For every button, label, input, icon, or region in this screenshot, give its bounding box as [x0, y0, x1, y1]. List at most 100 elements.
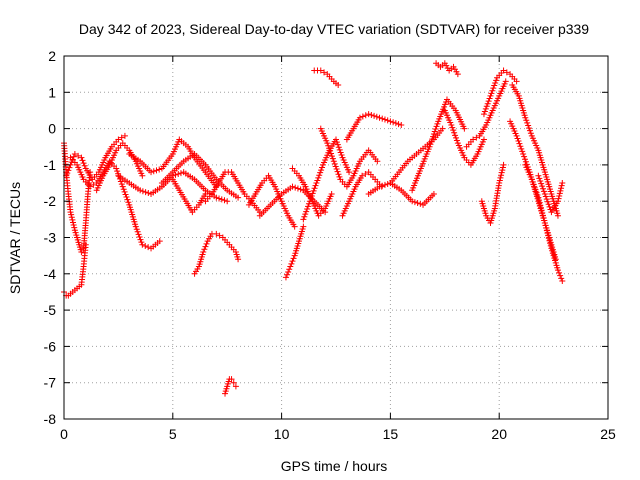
data-point-interp — [305, 200, 312, 207]
data-point-interp — [328, 150, 335, 157]
data-point — [235, 256, 242, 263]
data-point-interp — [80, 160, 87, 167]
data-point-interp — [142, 242, 149, 249]
data-point-interp — [555, 195, 562, 202]
data-point — [121, 132, 128, 139]
data-point-interp — [70, 222, 77, 229]
y-tick-label: -2 — [44, 193, 57, 209]
data-point-interp — [485, 98, 492, 105]
data-point-interp — [514, 135, 521, 142]
data-point-interp — [538, 207, 545, 214]
data-point-interp — [515, 138, 522, 145]
data-point-interp — [530, 181, 537, 188]
y-tick-label: -3 — [44, 230, 57, 246]
data-point-interp — [390, 119, 397, 126]
data-point-interp — [556, 269, 563, 276]
data-point-interp — [536, 197, 543, 204]
data-point-interp — [381, 116, 388, 123]
data-point-interp — [392, 120, 399, 127]
x-tick-label: 15 — [383, 426, 399, 442]
data-point — [78, 154, 85, 161]
data-point-interp — [526, 125, 533, 132]
data-point — [356, 114, 363, 121]
data-point-interp — [362, 170, 369, 177]
data-point-interp — [69, 216, 76, 223]
y-tick-label: 1 — [48, 84, 56, 100]
data-point-interp — [125, 199, 132, 206]
data-point — [535, 194, 542, 201]
data-point — [291, 223, 298, 230]
data-point-interp — [124, 196, 131, 203]
data-point-interp — [411, 199, 418, 206]
data-point-interp — [432, 125, 439, 132]
x-tick-label: 20 — [491, 426, 507, 442]
data-point-interp — [321, 69, 328, 76]
data-point-interp — [335, 144, 342, 151]
data-point — [148, 169, 155, 176]
data-point-interp — [537, 202, 544, 209]
y-tick-label: -4 — [44, 266, 57, 282]
data-point-interp — [177, 170, 184, 177]
data-point — [535, 172, 542, 179]
data-point-interp — [118, 181, 125, 188]
data-point-interp — [314, 177, 321, 184]
data-point-interp — [414, 200, 421, 207]
data-point-interp — [503, 69, 510, 76]
data-point-interp — [543, 196, 550, 203]
data-point-interp — [451, 129, 458, 136]
data-point — [387, 118, 394, 125]
data-point-interp — [319, 164, 326, 171]
data-point-interp — [481, 108, 488, 115]
y-tick-label: -5 — [44, 302, 57, 318]
data-point-interp — [292, 184, 299, 191]
data-point — [398, 121, 405, 128]
data-point — [213, 230, 220, 237]
data-point-interp — [302, 211, 309, 218]
data-point-interp — [484, 100, 491, 107]
data-point — [313, 180, 320, 187]
data-point — [78, 249, 85, 256]
data-point-interp — [434, 120, 441, 127]
data-point-interp — [545, 201, 552, 208]
data-point-interp — [490, 85, 497, 92]
data-point-interp — [303, 208, 310, 215]
data-point-interp — [371, 112, 378, 119]
data-point-interp — [452, 134, 459, 141]
data-point-interp — [79, 157, 86, 164]
data-point-interp — [307, 195, 314, 202]
data-point-interp — [557, 187, 564, 194]
data-point-interp — [297, 186, 304, 193]
data-point-interp — [532, 186, 539, 193]
data-point-interp — [542, 193, 549, 200]
data-point-interp — [218, 196, 225, 203]
data-point — [119, 183, 126, 190]
data-point — [528, 176, 535, 183]
data-point-interp — [139, 188, 146, 195]
data-point-interp — [301, 213, 308, 220]
data-point-interp — [142, 189, 149, 196]
data-point-interp — [427, 141, 434, 148]
data-point-interp — [536, 199, 543, 206]
data-point-interp — [518, 145, 525, 152]
data-point-interp — [557, 272, 564, 279]
data-point — [333, 136, 339, 143]
data-point — [480, 111, 487, 118]
data-point-interp — [539, 212, 546, 219]
data-point-interp — [304, 205, 311, 212]
data-point-interp — [531, 184, 538, 191]
data-point — [335, 82, 342, 89]
data-point — [346, 169, 353, 176]
data-point-interp — [536, 175, 543, 182]
data-point-interp — [537, 177, 544, 184]
data-point-interp — [81, 162, 88, 169]
data-point — [67, 209, 74, 216]
data-point — [541, 219, 548, 226]
data-point-interp — [64, 170, 71, 177]
data-point — [232, 383, 239, 390]
data-point-interp — [558, 182, 565, 189]
data-point-interp — [529, 179, 536, 186]
data-point-interp — [539, 209, 546, 216]
data-point-interp — [315, 174, 322, 181]
data-point — [365, 111, 372, 118]
